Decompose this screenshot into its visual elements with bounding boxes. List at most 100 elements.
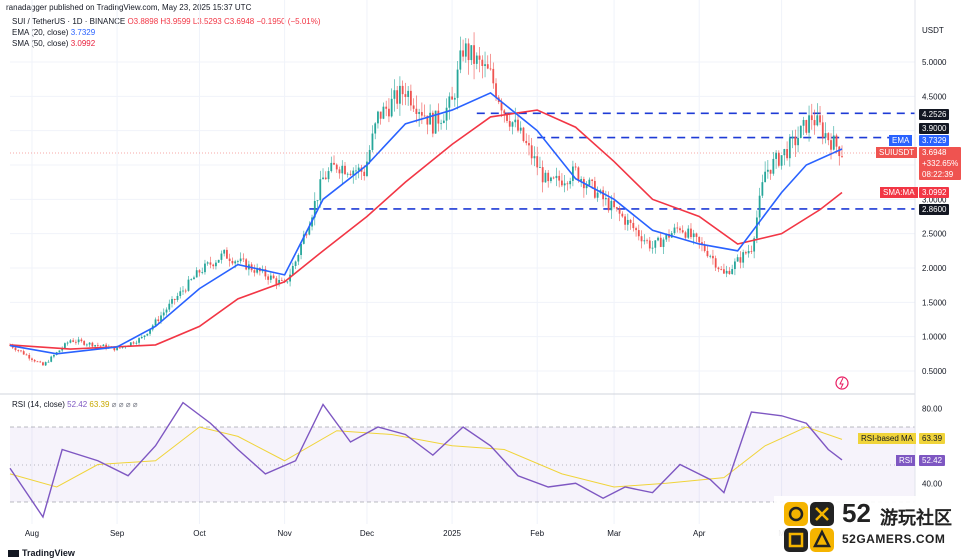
- candle-body: [431, 112, 434, 134]
- legend-sma-row[interactable]: SMA (50, close) 3.0992: [12, 39, 95, 48]
- candle-body: [382, 106, 385, 119]
- candle-body: [426, 115, 429, 125]
- candle-body: [747, 250, 750, 254]
- candle-body: [201, 272, 204, 273]
- candle-body: [665, 233, 668, 240]
- candle-body: [525, 140, 528, 144]
- candle-body: [223, 249, 226, 254]
- candle-body: [690, 228, 692, 238]
- candle-body: [168, 303, 171, 310]
- candle-body: [135, 342, 138, 344]
- candle-body: [264, 269, 267, 277]
- candle-body: [821, 122, 824, 138]
- lightning-icon[interactable]: [835, 376, 849, 390]
- candle-body: [681, 230, 684, 233]
- candle-body: [53, 354, 55, 357]
- candle-body: [44, 362, 47, 366]
- candle-body: [805, 120, 808, 133]
- candle-body: [300, 243, 302, 255]
- candle-body: [77, 339, 80, 343]
- legend-rsi-row[interactable]: RSI (14, close) 52.42 63.39 ⌀ ⌀ ⌀ ⌀: [12, 400, 138, 409]
- watermark: 52 游玩社区 52GAMERS.COM: [774, 496, 960, 556]
- candle-body: [788, 138, 791, 159]
- candle-body: [338, 169, 341, 174]
- candle-body: [734, 261, 736, 270]
- candle-body: [176, 295, 179, 300]
- candle-body: [720, 269, 723, 270]
- candle-body: [830, 140, 832, 150]
- candle-body: [835, 135, 838, 147]
- candle-body: [687, 228, 690, 238]
- candle-body: [61, 348, 64, 351]
- candle-body: [36, 361, 39, 363]
- candle-body: [99, 345, 102, 347]
- candle-body: [173, 299, 176, 300]
- candle-body: [165, 309, 168, 313]
- candle-body: [116, 347, 118, 351]
- ema20-line[interactable]: [9, 91, 843, 355]
- candle-body: [772, 158, 775, 174]
- candle-body: [489, 68, 492, 70]
- candle-body: [143, 335, 146, 337]
- candle-body: [615, 207, 618, 209]
- candle-body: [736, 257, 739, 262]
- candle-body: [94, 345, 97, 347]
- candle-body: [445, 107, 448, 121]
- rsi-value-tag: 52.42: [919, 455, 946, 466]
- candle-body: [278, 279, 280, 284]
- candle-body: [569, 180, 572, 185]
- candle-body: [286, 281, 289, 283]
- candle-body: [791, 136, 794, 139]
- candle-body: [215, 262, 217, 267]
- candle-body: [514, 119, 517, 123]
- candle-body: [632, 222, 635, 229]
- candle-body: [91, 342, 94, 347]
- candle-body: [607, 198, 610, 211]
- candle-body: [533, 156, 536, 159]
- candle-body: [646, 240, 648, 242]
- candle-body: [442, 120, 445, 123]
- lightning-bolt-icon: [839, 377, 844, 389]
- rsi-line[interactable]: [9, 401, 843, 519]
- candle-body: [72, 340, 75, 342]
- candle-body: [66, 342, 69, 344]
- candle-body: [695, 233, 698, 237]
- candle-body: [547, 172, 550, 182]
- legend-rsi-value: 52.42: [67, 400, 88, 409]
- sma50-line[interactable]: [9, 109, 843, 350]
- candle-body: [731, 269, 734, 274]
- candle-body: [157, 319, 160, 322]
- candle-body: [577, 167, 580, 181]
- candle-body: [473, 45, 475, 64]
- candle-body: [363, 171, 366, 176]
- candle-body: [129, 342, 132, 346]
- legend-ema-row[interactable]: EMA (20, close) 3.7329: [12, 28, 95, 37]
- legend-ohlc: O3.8898 H3.9599 L3.5293 C3.6948 −0.1950 …: [127, 17, 321, 26]
- candle-body: [500, 102, 503, 111]
- candle-body: [475, 55, 478, 64]
- time-tick-label: Aug: [25, 529, 39, 538]
- candle-body: [231, 260, 234, 264]
- rsi-tick-label: 40.00: [922, 479, 943, 488]
- candle-body: [610, 200, 613, 211]
- candle-body: [346, 173, 349, 175]
- candle-body: [171, 299, 173, 304]
- candle-body: [462, 50, 464, 57]
- candle-body: [275, 278, 278, 284]
- candle-body: [412, 105, 415, 109]
- candle-body: [621, 213, 624, 217]
- candle-body: [657, 237, 659, 241]
- candle-body: [827, 133, 830, 141]
- candle-body: [580, 179, 583, 181]
- candle-body: [69, 340, 72, 343]
- candle-body: [725, 270, 728, 274]
- candle-body: [481, 59, 484, 66]
- tradingview-footer[interactable]: TradingView: [8, 548, 75, 558]
- candle-body: [775, 152, 777, 159]
- candle-body: [528, 143, 530, 146]
- candle-body: [355, 170, 357, 172]
- candle-body: [17, 350, 20, 351]
- candle-body: [184, 290, 187, 292]
- candle-body: [253, 270, 256, 273]
